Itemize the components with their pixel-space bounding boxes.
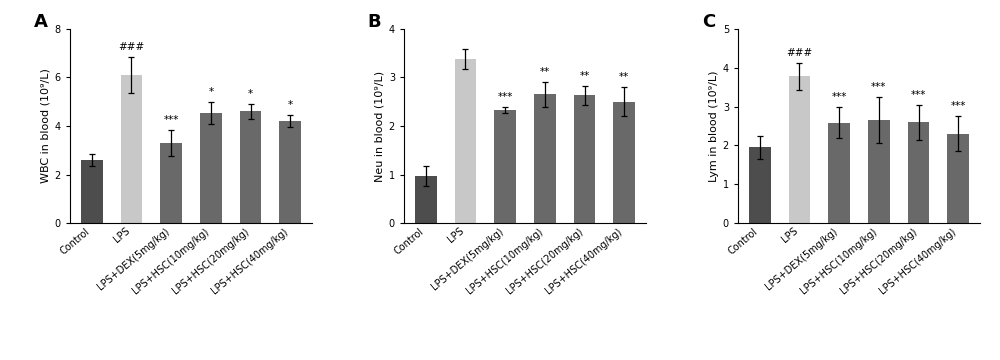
Bar — [455, 59, 476, 223]
Bar — [160, 143, 182, 223]
Text: C: C — [702, 13, 715, 31]
Bar — [947, 134, 969, 223]
Text: A: A — [34, 13, 48, 31]
Text: ***: *** — [163, 115, 179, 125]
Text: *: * — [248, 89, 253, 99]
Bar — [200, 113, 222, 223]
Text: **: ** — [579, 71, 590, 81]
Text: B: B — [368, 13, 381, 31]
Text: **: ** — [540, 67, 550, 77]
Text: ***: *** — [911, 90, 926, 100]
Text: ###: ### — [786, 48, 813, 58]
Bar — [240, 112, 261, 223]
Bar — [828, 123, 850, 223]
Text: ***: *** — [950, 102, 966, 112]
Bar — [121, 75, 142, 223]
Text: ***: *** — [497, 92, 513, 102]
Text: **: ** — [619, 72, 629, 82]
Text: ***: *** — [871, 82, 887, 92]
Y-axis label: WBC in blood (10⁹/L): WBC in blood (10⁹/L) — [41, 68, 51, 184]
Text: ###: ### — [118, 42, 145, 52]
Y-axis label: Lym in blood (10⁹/L): Lym in blood (10⁹/L) — [709, 70, 719, 182]
Bar — [534, 94, 556, 223]
Text: ***: *** — [831, 93, 847, 103]
Bar — [749, 147, 771, 223]
Bar — [574, 95, 595, 223]
Text: *: * — [288, 100, 293, 110]
Bar — [279, 121, 301, 223]
Bar — [81, 160, 103, 223]
Bar — [613, 102, 635, 223]
Bar — [789, 76, 810, 223]
Bar — [868, 120, 890, 223]
Y-axis label: Neu in blood (10⁹/L): Neu in blood (10⁹/L) — [375, 71, 385, 181]
Bar — [908, 122, 929, 223]
Bar — [494, 110, 516, 223]
Bar — [415, 176, 437, 223]
Text: *: * — [208, 87, 213, 97]
